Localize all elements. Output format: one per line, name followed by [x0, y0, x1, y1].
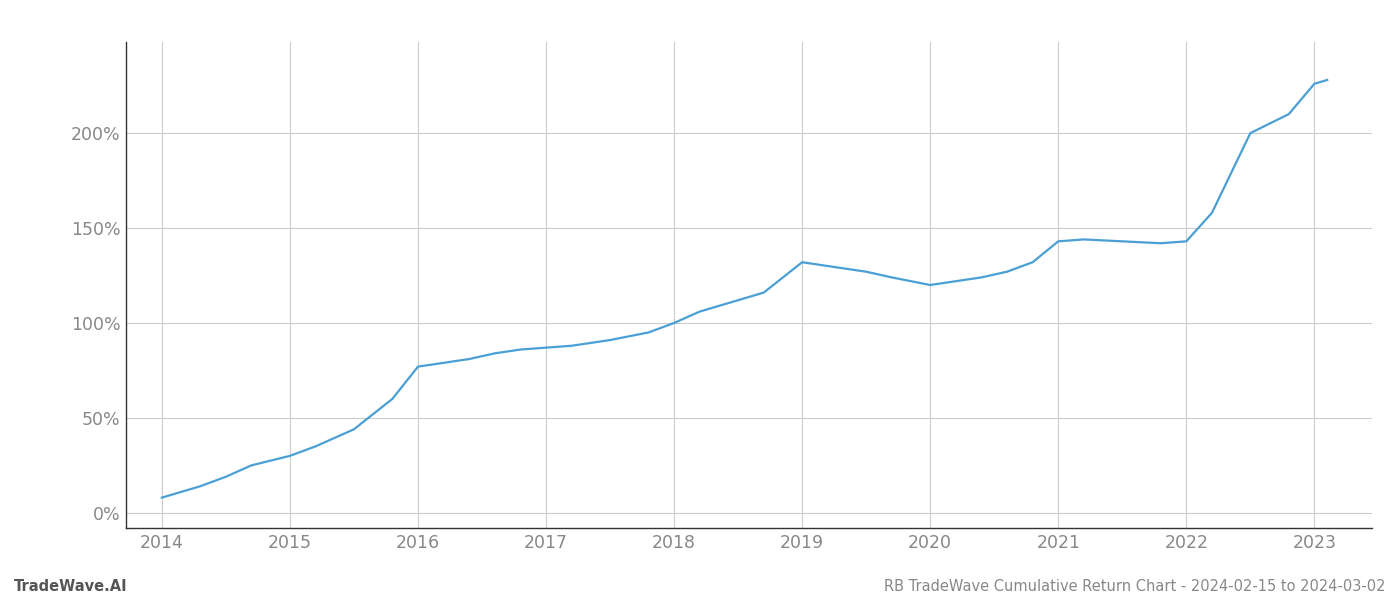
Text: TradeWave.AI: TradeWave.AI [14, 579, 127, 594]
Text: RB TradeWave Cumulative Return Chart - 2024-02-15 to 2024-03-02: RB TradeWave Cumulative Return Chart - 2… [885, 579, 1386, 594]
